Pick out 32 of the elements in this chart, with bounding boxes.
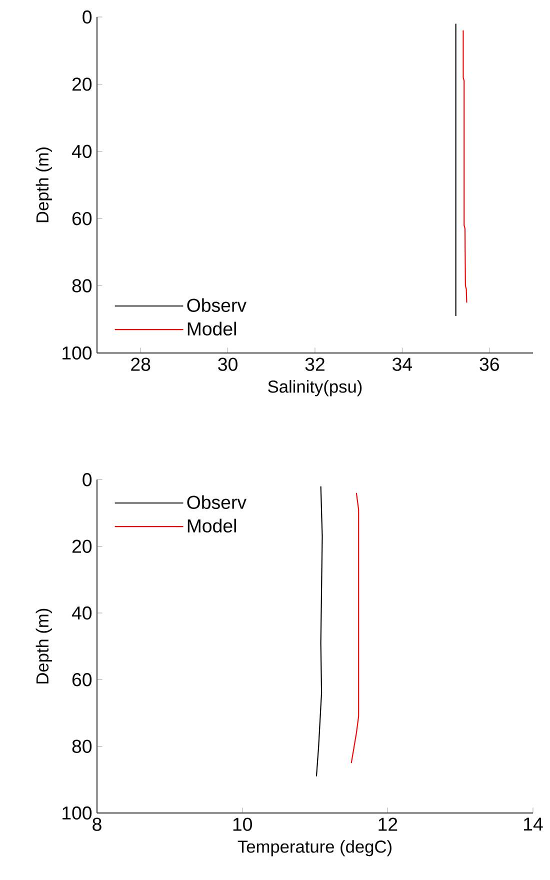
x-tick-label: 36 bbox=[480, 358, 499, 371]
y-tick-label: 0 bbox=[82, 473, 92, 486]
y-tick-label: 100 bbox=[62, 806, 92, 820]
legend-label: Model bbox=[188, 322, 236, 336]
line-series bbox=[316, 486, 323, 777]
line-series bbox=[462, 30, 468, 304]
y-tick-label: 80 bbox=[72, 740, 92, 753]
y-tick-label: 60 bbox=[72, 212, 92, 226]
x-tick-label: 12 bbox=[378, 818, 398, 831]
y-tick-label: 0 bbox=[82, 10, 92, 24]
legend-label: Observ bbox=[187, 298, 246, 312]
y-tick-label: 80 bbox=[72, 279, 92, 292]
y-tick-label: 100 bbox=[62, 346, 92, 360]
y-tick-label: 60 bbox=[72, 673, 92, 686]
y-tick-label: 40 bbox=[72, 144, 92, 158]
x-tick-label: 30 bbox=[218, 358, 238, 371]
x-tick-label: 34 bbox=[392, 358, 412, 371]
x-tick-label: 14 bbox=[524, 818, 543, 831]
x-axis-title: Temperature (degC) bbox=[238, 840, 392, 856]
x-tick-label: 10 bbox=[233, 818, 252, 831]
y-axis-title: Depth (m) bbox=[36, 608, 52, 684]
y-tick-label: 20 bbox=[72, 540, 92, 553]
y-tick-label: 40 bbox=[72, 606, 92, 620]
x-tick-label: 8 bbox=[92, 818, 102, 831]
x-tick-label: 32 bbox=[305, 358, 324, 371]
x-tick-label: 28 bbox=[131, 358, 150, 371]
y-axis-title: Depth (m) bbox=[36, 148, 52, 222]
y-tick-label: 20 bbox=[72, 78, 92, 91]
legend-label: Model bbox=[188, 518, 236, 533]
line-series bbox=[350, 492, 360, 764]
x-axis-title: Salinity(psu) bbox=[268, 380, 362, 396]
legend-label: Observ bbox=[187, 495, 246, 509]
